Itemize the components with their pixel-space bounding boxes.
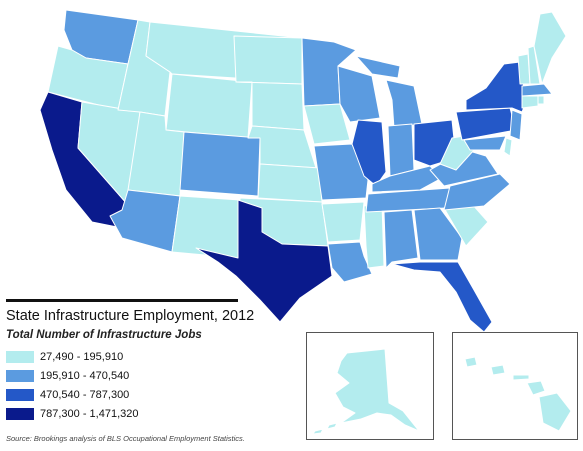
state-nc[interactable] [443, 173, 511, 211]
source-note: Source: Brookings analysis of BLS Occupa… [6, 434, 245, 443]
state-ak-aleutian-2[interactable] [312, 428, 324, 435]
legend-label-1: 27,490 - 195,910 [40, 351, 124, 363]
state-ms[interactable] [363, 203, 385, 269]
state-mi-upper[interactable] [355, 55, 401, 79]
state-tx[interactable] [195, 199, 333, 323]
state-mo[interactable] [313, 143, 369, 201]
state-nm[interactable] [171, 195, 241, 259]
state-wy[interactable] [165, 73, 253, 139]
state-ak-aleutian-1[interactable] [326, 422, 338, 430]
legend-label-4: 787,300 - 1,471,320 [40, 408, 139, 420]
legend-label-3: 470,540 - 787,300 [40, 389, 130, 401]
state-fl[interactable] [391, 261, 493, 333]
state-hi-big-island[interactable] [538, 392, 572, 432]
legend-divider-rule [6, 299, 238, 302]
state-md[interactable] [463, 135, 507, 151]
state-in[interactable] [387, 123, 415, 177]
legend-item-2: 195,910 - 470,540 [6, 368, 138, 384]
state-mi[interactable] [385, 79, 423, 129]
alaska-map [312, 348, 420, 435]
state-hi-kauai[interactable] [464, 356, 478, 368]
map-title: State Infrastructure Employment, 2012 [6, 308, 255, 324]
state-la[interactable] [327, 241, 373, 283]
legend-item-3: 470,540 - 787,300 [6, 387, 138, 403]
state-ga[interactable] [413, 207, 463, 261]
map-subtitle: Total Number of Infrastructure Jobs [6, 329, 202, 341]
legend-item-1: 27,490 - 195,910 [6, 349, 138, 365]
state-ak[interactable] [334, 348, 420, 432]
state-hi-maui[interactable] [526, 380, 546, 396]
legend-swatch-3 [6, 389, 34, 401]
state-pa[interactable] [455, 107, 517, 141]
state-ri[interactable] [537, 95, 545, 105]
state-co[interactable] [179, 131, 261, 197]
legend-item-4: 787,300 - 1,471,320 [6, 406, 138, 422]
state-wi[interactable] [337, 65, 381, 123]
legend-swatch-2 [6, 370, 34, 382]
legend-label-2: 195,910 - 470,540 [40, 370, 130, 382]
hawaii-inset [452, 332, 578, 440]
legend-swatch-1 [6, 351, 34, 363]
alaska-inset [306, 332, 434, 440]
state-al[interactable] [383, 209, 419, 269]
state-ct[interactable] [521, 95, 539, 109]
state-ma[interactable] [521, 83, 553, 97]
legend: 27,490 - 195,910 195,910 - 470,540 470,5… [6, 349, 138, 425]
state-hi-oahu[interactable] [490, 364, 506, 376]
state-hi-molokai[interactable] [512, 374, 530, 381]
state-ny[interactable] [465, 61, 527, 113]
state-nj[interactable] [509, 109, 523, 141]
state-ia[interactable] [303, 103, 351, 145]
state-ar[interactable] [321, 201, 365, 243]
state-ks[interactable] [257, 163, 323, 203]
state-de[interactable] [503, 137, 513, 157]
hawaii-map [464, 356, 572, 432]
legend-swatch-4 [6, 408, 34, 420]
state-nd[interactable] [233, 35, 303, 85]
